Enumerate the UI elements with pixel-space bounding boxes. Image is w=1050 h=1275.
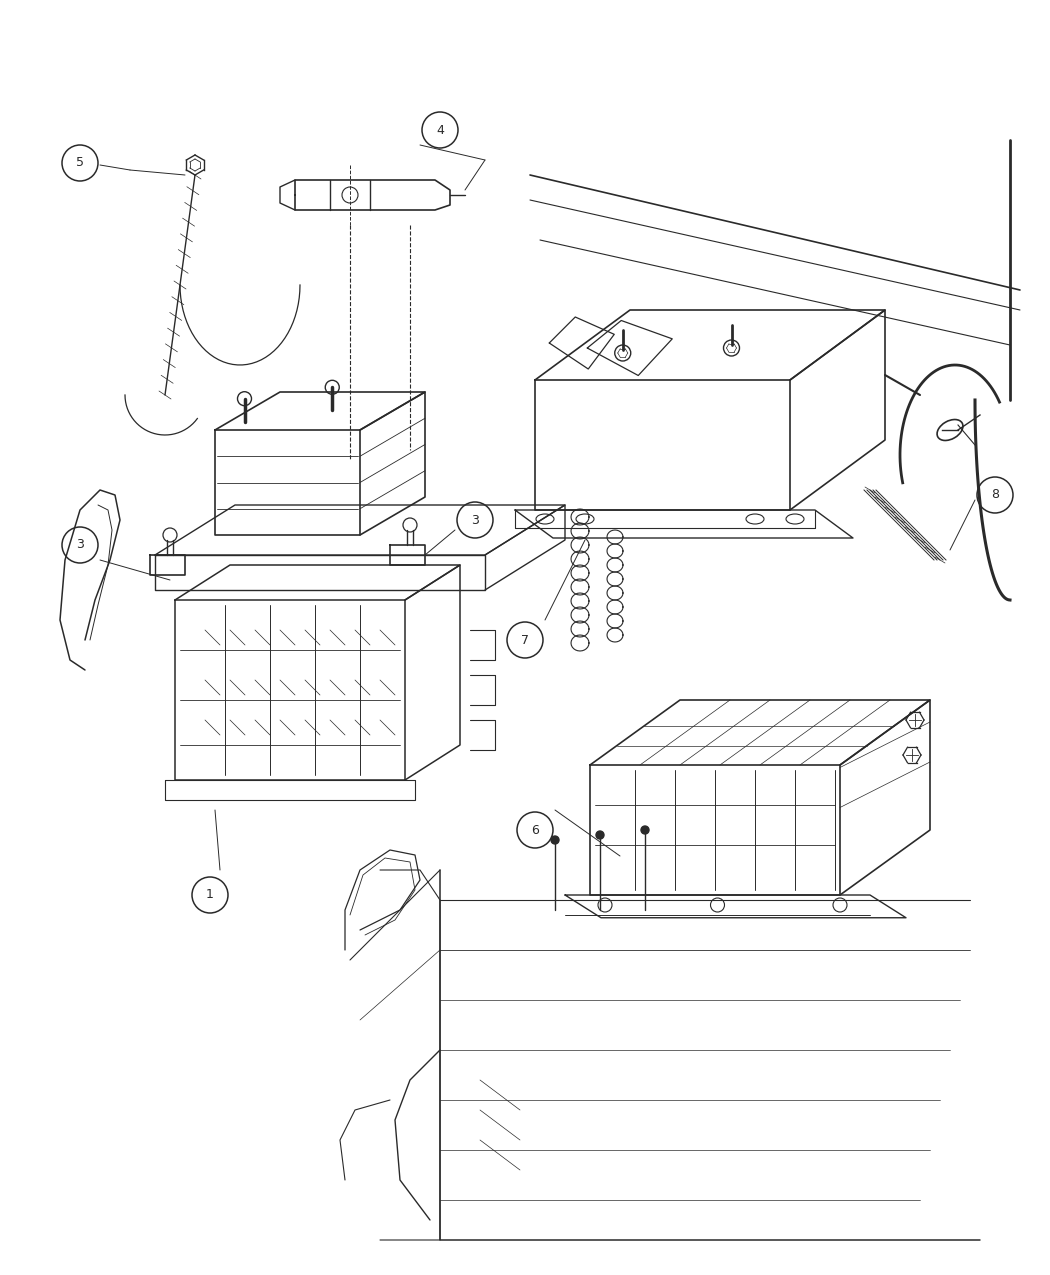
Circle shape	[640, 826, 649, 834]
Text: 1: 1	[206, 889, 214, 901]
Text: 7: 7	[521, 634, 529, 646]
Text: 6: 6	[531, 824, 539, 836]
Text: 4: 4	[436, 124, 444, 136]
Circle shape	[596, 831, 604, 839]
Circle shape	[551, 836, 559, 844]
Text: 3: 3	[76, 538, 84, 552]
Text: 3: 3	[471, 514, 479, 527]
Text: 8: 8	[991, 488, 999, 501]
Text: 5: 5	[76, 157, 84, 170]
